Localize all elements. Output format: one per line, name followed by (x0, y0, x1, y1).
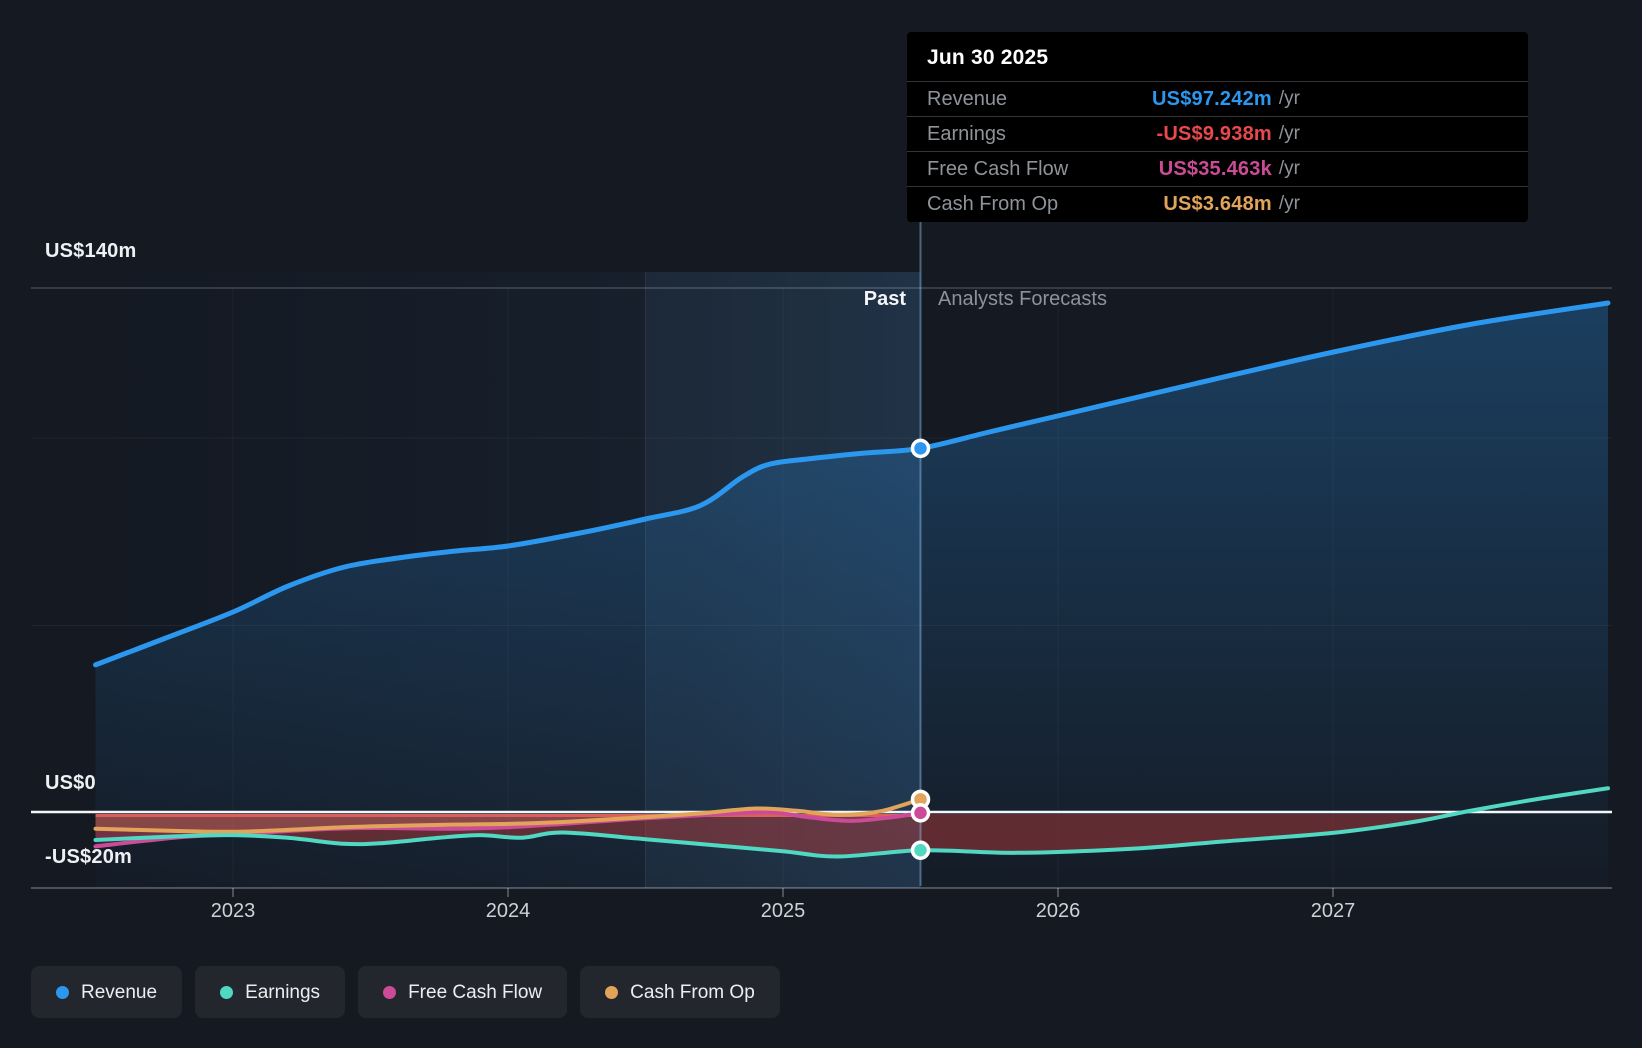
tooltip-row-cash-from-op: Cash From Op US$3.648m /yr (907, 186, 1528, 221)
legend-fcf-label: Free Cash Flow (408, 981, 543, 1003)
x-axis-label-2027: 2027 (1310, 900, 1356, 922)
analysts-forecasts-region-label: Analysts Forecasts (938, 288, 1107, 310)
tooltip-revenue-label: Revenue (927, 87, 1008, 110)
tooltip-fcf-label: Free Cash Flow (927, 157, 1069, 180)
y-axis-label-140m: US$140m (45, 240, 137, 262)
revenue-marker[interactable] (910, 438, 931, 459)
legend-item-revenue[interactable]: Revenue (31, 966, 183, 1018)
x-axis-label-2026: 2026 (1035, 900, 1081, 922)
tooltip-row-free-cash-flow: Free Cash Flow US$35.463k /yr (907, 151, 1528, 186)
past-region-label: Past (863, 288, 906, 310)
tooltip-cashop-value: US$3.648m (1163, 192, 1272, 215)
tooltip-date: Jun 30 2025 (927, 46, 1049, 69)
legend-revenue-label: Revenue (81, 981, 158, 1003)
fcf-negative-area (95, 814, 914, 847)
x-axis-label-2025: 2025 (760, 900, 806, 922)
legend-earnings-label: Earnings (245, 981, 321, 1003)
legend-item-free-cash-flow[interactable]: Free Cash Flow (358, 966, 568, 1018)
earnings-series-dot (220, 985, 234, 999)
tooltip-row-earnings: Earnings -US$9.938m /yr (907, 116, 1528, 151)
chart-tooltip: Jun 30 2025 Revenue US$97.242m /yr Earni… (907, 32, 1528, 222)
free-cash-flow-series-dot (383, 985, 397, 999)
revenue-line (93, 300, 1611, 668)
earnings-marker[interactable] (910, 840, 931, 861)
free-cash-flow-marker[interactable] (910, 803, 931, 823)
legend-item-cash-from-op[interactable]: Cash From Op (580, 966, 780, 1018)
revenue-series-dot (56, 985, 69, 999)
tooltip-earnings-value: -US$9.938m (1156, 122, 1272, 145)
cash-from-op-series-dot (605, 985, 619, 999)
tooltip-earnings-unit: /yr (1278, 123, 1300, 144)
tooltip-revenue-value: US$97.242m (1152, 87, 1272, 110)
revenue-area (95, 303, 1608, 888)
tooltip-earnings-label: Earnings (927, 122, 1006, 145)
x-axis-label-2024: 2024 (485, 900, 531, 922)
tooltip-revenue-unit: /yr (1278, 88, 1300, 109)
tooltip-row-revenue: Revenue US$97.242m /yr (907, 81, 1528, 116)
chart-legend: Revenue Earnings Free Cash Flow Cash Fro… (31, 966, 780, 1018)
x-axis-label-2023: 2023 (210, 900, 256, 922)
tooltip-cashop-label: Cash From Op (927, 192, 1059, 215)
legend-cashop-label: Cash From Op (630, 981, 755, 1003)
tooltip-fcf-value: US$35.463k (1158, 157, 1272, 180)
tooltip-fcf-unit: /yr (1278, 158, 1300, 179)
tooltip-cashop-unit: /yr (1278, 193, 1300, 214)
y-axis-label-0: US$0 (45, 772, 96, 794)
cash-from-op-line (93, 797, 923, 834)
legend-item-earnings[interactable]: Earnings (195, 966, 346, 1018)
y-axis-label-neg20m: -US$20m (45, 846, 132, 868)
earnings-line (93, 786, 1610, 859)
